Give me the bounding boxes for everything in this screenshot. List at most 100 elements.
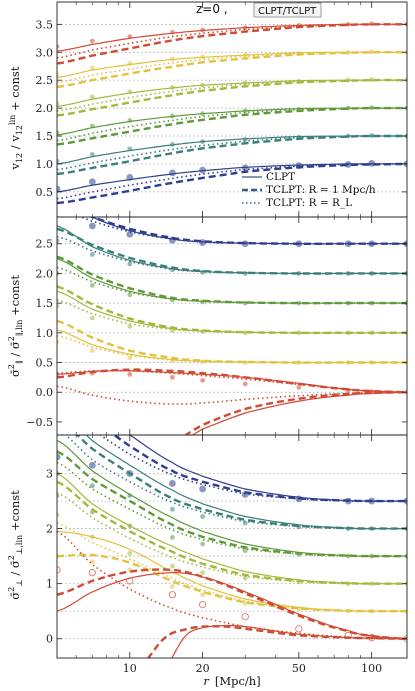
panel-middle: −0.5 0.0 0.5 1.0 1.5 2.0 2.5 xyxy=(26,216,408,436)
ytick-label: 1.5 xyxy=(36,297,54,310)
sim-point xyxy=(200,377,206,383)
sim-point xyxy=(89,559,95,565)
series-tclpt_1-2 xyxy=(57,450,407,558)
sim-point xyxy=(169,506,175,512)
sim-point xyxy=(57,158,60,164)
middle-ylabel: σ̄2∥ / σ̄2∥,lin +const xyxy=(7,275,24,377)
sim-point xyxy=(127,550,133,556)
series-tclpt_rl-1 xyxy=(64,435,407,530)
series-clpt-3 xyxy=(57,79,407,107)
ytick-label: 1 xyxy=(46,578,53,591)
sim-point xyxy=(88,178,96,186)
series-clpt-4 xyxy=(57,329,407,364)
sim-point xyxy=(89,65,95,71)
series-clpt-5 xyxy=(57,23,407,52)
series-clpt-1 xyxy=(57,135,407,165)
series-clpt-0 xyxy=(91,217,407,245)
series-clpt-1 xyxy=(85,435,407,530)
sim-point xyxy=(57,238,60,244)
panel-bottom: 0 1 2 3 10 20 50 100 xyxy=(46,434,408,675)
series-tclpt_rl-1 xyxy=(57,235,407,275)
ytick-label: 0.0 xyxy=(36,386,54,399)
ytick-label: 3.5 xyxy=(36,18,54,31)
sim-point xyxy=(89,282,95,288)
ytick-label: 1.0 xyxy=(36,158,54,171)
sim-point xyxy=(169,584,175,589)
sim-point xyxy=(89,152,95,157)
ytick-label: 3.0 xyxy=(36,46,54,59)
sim-point xyxy=(168,480,176,487)
sim-point xyxy=(57,339,60,345)
sim-point xyxy=(57,130,60,136)
ytick-label: 2.0 xyxy=(36,267,54,280)
series-tclpt_1-3 xyxy=(57,480,407,585)
panel-top: 0.5 1.0 1.5 2.0 2.5 3.0 3.5 xyxy=(36,1,408,218)
series-tclpt_1-2 xyxy=(57,255,407,305)
series-tclpt_1-2 xyxy=(57,106,407,146)
series-tclpt_rl-2 xyxy=(57,461,407,558)
top-ylabel: v12 / v12lin + const xyxy=(8,66,24,170)
sim-point xyxy=(200,541,206,547)
sim-point xyxy=(242,548,248,554)
series-tclpt_1-1 xyxy=(57,134,407,176)
series-clpt-1 xyxy=(57,225,407,275)
legend: CLPT TCLPT: R = 1 Mpc/h TCLPT: R = R_L xyxy=(242,171,376,209)
panel-frame xyxy=(56,216,408,436)
sim-point xyxy=(200,592,206,598)
sim-point xyxy=(241,613,249,621)
sim-point xyxy=(126,230,134,238)
sim-point xyxy=(57,453,61,461)
series-tclpt_rl-5 xyxy=(57,23,407,59)
sim-point xyxy=(169,563,175,569)
bottom-ylabel: σ̄2⊥ / σ̄2⊥,lin +const xyxy=(7,490,24,600)
series-tclpt_rl-3 xyxy=(57,299,407,334)
ytick-label: 2.5 xyxy=(36,238,54,251)
sim-point xyxy=(127,323,133,329)
series-tclpt_1-1 xyxy=(75,435,407,530)
xtick-label: 100 xyxy=(361,662,382,675)
series-tclpt_1-3 xyxy=(57,285,407,335)
legend-label-clpt: CLPT xyxy=(266,171,295,183)
panel-frame xyxy=(56,434,408,659)
sim-point xyxy=(88,569,96,577)
series-clpt-2 xyxy=(57,107,407,136)
sim-point xyxy=(57,44,60,50)
sim-point xyxy=(57,512,60,518)
sim-point xyxy=(127,261,133,267)
series-tclpt_rl-4 xyxy=(57,51,407,84)
sim-point xyxy=(89,94,95,100)
series-clpt-3 xyxy=(57,472,407,585)
sim-point xyxy=(127,292,133,298)
sim-point xyxy=(89,252,95,257)
series-tclpt_rl-2 xyxy=(57,266,407,304)
sim-point xyxy=(242,381,248,387)
legend-label-tclpt-1: TCLPT: R = 1 Mpc/h xyxy=(266,184,376,196)
series-tclpt_rl-5 xyxy=(57,369,407,393)
series-tclpt_rl-1 xyxy=(57,135,407,171)
sim-point xyxy=(200,570,206,576)
sim-point xyxy=(88,461,96,469)
series-tclpt_rl-3 xyxy=(57,492,407,585)
sim-point xyxy=(296,385,302,390)
ytick-label: 0 xyxy=(46,633,53,646)
series-clpt-0 xyxy=(57,163,407,193)
redshift-annotation: z=0 , xyxy=(196,2,228,16)
ytick-label: −0.5 xyxy=(26,416,53,429)
sim-point xyxy=(169,535,175,540)
series-tclpt_rl-3 xyxy=(57,79,407,112)
sim-point xyxy=(169,374,175,380)
sim-point xyxy=(168,591,176,599)
method-box-label: CLPT/TCLPT xyxy=(258,6,317,17)
series-clpt-4 xyxy=(57,51,407,78)
sim-point xyxy=(295,625,303,633)
method-box xyxy=(253,2,322,18)
extra-series-1 xyxy=(183,391,407,435)
series-tclpt_rl-2 xyxy=(57,107,407,142)
plot-area xyxy=(57,217,407,435)
sim-point xyxy=(127,372,133,377)
series-tclpt_1-5 xyxy=(57,568,407,640)
series-clpt-5 xyxy=(57,571,407,640)
sim-point xyxy=(127,355,133,361)
series-tclpt_rl-4 xyxy=(57,522,407,613)
